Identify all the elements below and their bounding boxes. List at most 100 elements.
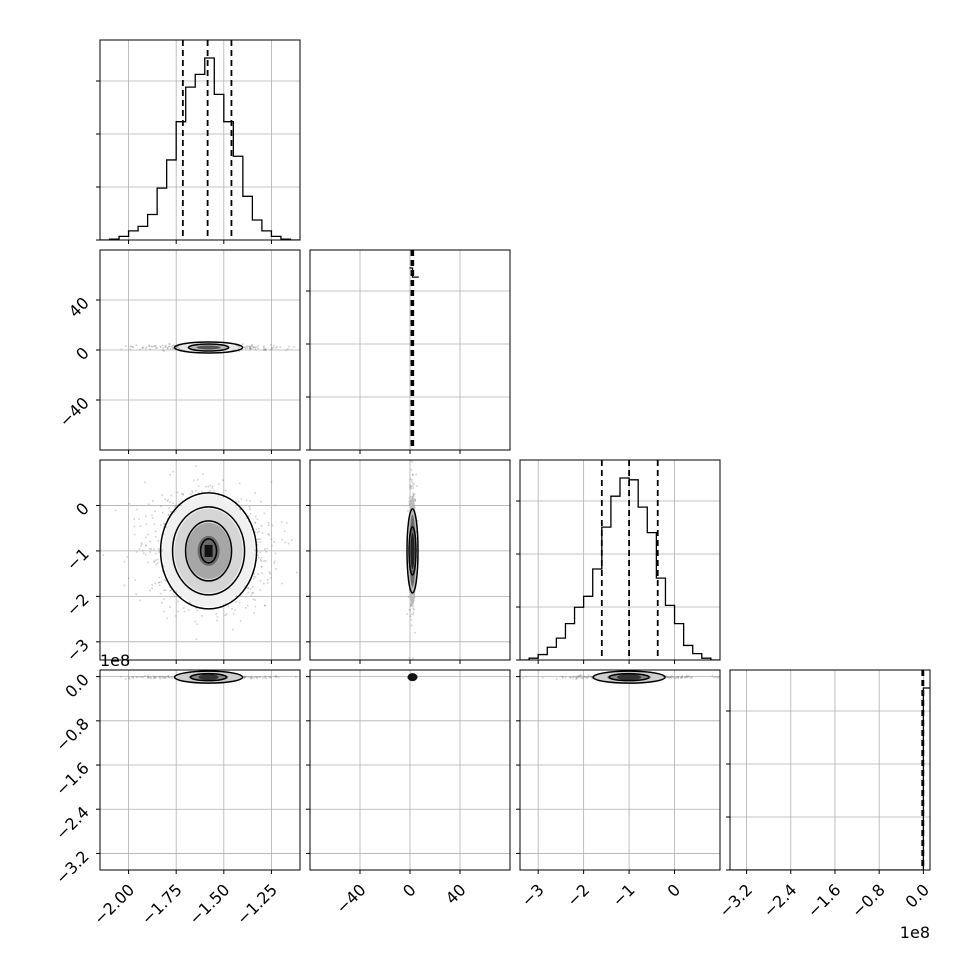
scatter-point: [575, 677, 578, 680]
scatter-point: [259, 551, 262, 554]
scatter-point: [252, 598, 255, 601]
scatter-point: [256, 541, 258, 544]
scatter-point: [243, 676, 246, 678]
scatter-point: [257, 573, 259, 575]
scatter-point: [252, 347, 255, 349]
scatter-point: [225, 602, 227, 605]
scatter-point: [590, 675, 592, 678]
scatter-point: [251, 677, 253, 680]
scatter-point: [256, 543, 259, 546]
grid-1-1: [310, 250, 510, 450]
scatter-point: [672, 676, 675, 679]
scatter-point: [120, 348, 123, 351]
scatter-point: [155, 559, 157, 561]
scatter-point: [268, 534, 271, 536]
scatter-point: [194, 465, 197, 467]
contour-line: [159, 492, 258, 610]
scatter-point: [411, 485, 414, 487]
scatter-point: [541, 676, 544, 679]
scatter-point: [180, 348, 183, 351]
scatter-point: [153, 560, 155, 563]
density-2-0: [102, 460, 298, 641]
scatter-point: [139, 348, 141, 351]
scatter-point: [155, 676, 158, 678]
scatter-point: [171, 344, 174, 347]
scatter-point: [263, 676, 266, 679]
scatter-point: [216, 616, 219, 618]
scatter-point: [267, 533, 270, 535]
scatter-point: [415, 531, 418, 534]
ticks-1-1: [306, 290, 461, 454]
scatter-point: [196, 609, 199, 612]
scatter-point: [135, 676, 138, 679]
scatter-point: [166, 500, 169, 502]
scatter-point: [155, 535, 157, 538]
scatter-point: [163, 579, 166, 581]
scatter-point: [250, 675, 253, 678]
contour-line: [171, 506, 246, 596]
ticks-2-2: [516, 500, 676, 664]
scatter-point: [687, 675, 690, 677]
scatter-point: [581, 677, 584, 679]
scatter-point: [716, 677, 719, 679]
y-tick-label: −3: [63, 635, 93, 665]
scatter-point: [675, 676, 678, 679]
scatter-point: [134, 579, 137, 581]
scatter-point: [247, 587, 249, 589]
scatter-point: [163, 522, 165, 525]
scatter-point: [239, 508, 242, 511]
scatter-point: [245, 345, 248, 348]
scatter-point: [135, 593, 137, 595]
scatter-point: [170, 589, 173, 591]
scatter-point: [283, 530, 286, 533]
scatter-point: [250, 529, 253, 531]
scatter-point: [406, 613, 408, 615]
scatter-point: [169, 501, 171, 503]
scatter-point: [149, 540, 151, 543]
histogram-step: [730, 687, 930, 870]
scatter-point: [159, 524, 162, 526]
scatter-point: [141, 347, 144, 349]
scatter-point: [685, 674, 688, 677]
scatter-point: [680, 677, 682, 679]
scatter-point: [160, 505, 162, 508]
scatter-point: [666, 676, 668, 678]
scatter-point: [408, 591, 411, 594]
scatter-point: [407, 510, 409, 512]
scatter-point: [245, 676, 247, 678]
scatter-point: [255, 676, 257, 678]
ticks-3-3: [726, 710, 924, 874]
scatter-point: [183, 610, 186, 613]
contour-line: [187, 343, 230, 352]
scatter-point: [151, 514, 153, 517]
scatter-point: [166, 517, 169, 520]
scatter-point: [264, 675, 267, 678]
scatter-point: [266, 579, 269, 581]
scatter-point: [124, 678, 127, 680]
scatter-point: [412, 607, 415, 610]
y-tick-label: −3.2: [52, 847, 93, 888]
scatter-point: [409, 500, 412, 503]
scatter-point: [173, 595, 176, 598]
scatter-point: [174, 676, 177, 679]
hist-3: [730, 670, 930, 870]
scatter-point: [175, 346, 177, 349]
scatter-point: [245, 347, 247, 350]
scatter-point: [254, 521, 257, 524]
scatter-point: [562, 676, 564, 678]
scatter-point: [410, 478, 413, 481]
scatter-point: [154, 552, 157, 555]
scatter-point: [249, 677, 252, 680]
y-tick-label: −0.8: [52, 714, 93, 755]
scatter-point: [167, 675, 169, 677]
scatter-point: [408, 500, 411, 503]
scatter-point: [255, 676, 257, 678]
scatter-point: [169, 606, 171, 609]
scatter-point: [410, 624, 413, 627]
scatter-point: [290, 539, 293, 541]
scatter-point: [250, 348, 252, 350]
scatter-point: [255, 528, 258, 530]
scatter-point: [154, 510, 157, 512]
scatter-point: [264, 348, 267, 350]
scatter-point: [155, 347, 157, 349]
